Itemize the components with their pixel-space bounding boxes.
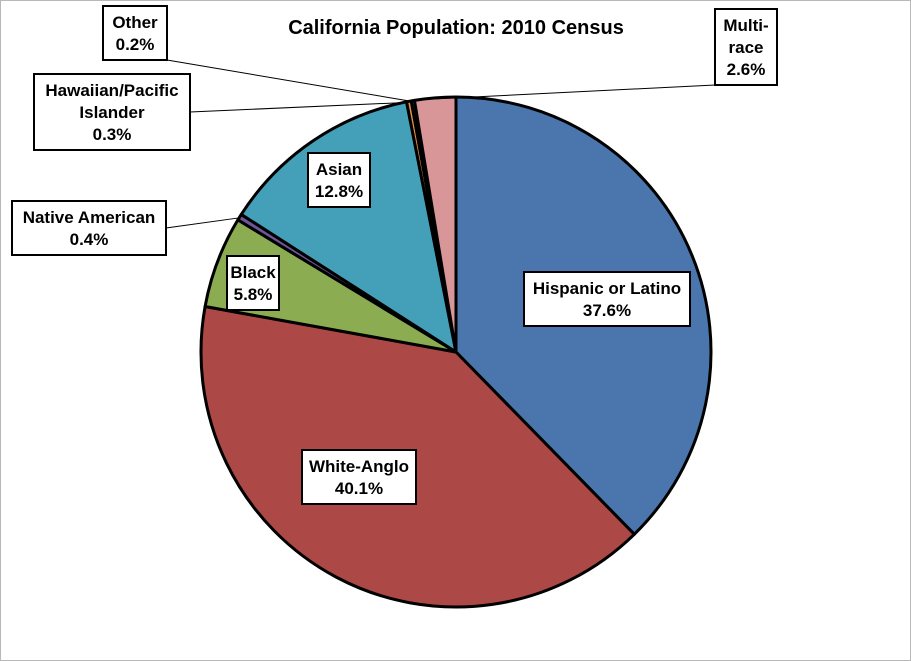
data-label-asian: Asian 12.8%	[307, 152, 371, 208]
data-label-native-american: Native American 0.4%	[11, 200, 167, 256]
data-label-box	[301, 449, 417, 505]
data-label-black: Black 5.8%	[226, 255, 280, 311]
category-label: Black	[230, 263, 276, 282]
category-label: Hawaiian/Pacific	[45, 81, 178, 100]
value-label: 0.4%	[70, 230, 109, 249]
data-label-hawaiian-pacific-islander: Hawaiian/Pacific Islander 0.3%	[33, 73, 191, 151]
data-label-box	[226, 255, 280, 311]
data-label-other: Other 0.2%	[102, 5, 168, 61]
leader-line-multi-race	[435, 84, 716, 100]
data-label-hispanic-or-latino: Hispanic or Latino 37.6%	[523, 271, 691, 327]
leader-line-other	[166, 59, 414, 103]
chart-title: California Population: 2010 Census	[288, 17, 624, 39]
category-label: White-Anglo	[309, 457, 409, 476]
data-label-box	[714, 8, 778, 86]
value-label: 37.6%	[583, 301, 631, 320]
data-label-box	[33, 73, 191, 151]
value-label: 40.1%	[335, 479, 383, 498]
leader-line-native-american	[165, 217, 241, 229]
category-label: Hispanic or Latino	[533, 279, 681, 298]
data-label-multi-race: Multi-race 2.6%	[714, 8, 778, 86]
category-label: Other	[112, 13, 158, 32]
category-label: Asian	[316, 160, 362, 179]
pie-slice-asian	[239, 100, 458, 354]
pie-slice-white-anglo	[199, 304, 636, 609]
category-label: Native American	[23, 208, 156, 227]
value-label: 0.3%	[93, 125, 132, 144]
data-label-box	[102, 5, 168, 61]
value-label: 12.8%	[315, 182, 363, 201]
value-label: 0.2%	[116, 35, 155, 54]
pie-slice-multi-race	[412, 95, 458, 354]
data-label-box	[11, 200, 167, 256]
category-label: race	[729, 38, 764, 57]
data-label-white-anglo: White-Anglo 40.1%	[301, 449, 417, 505]
data-label-box	[523, 271, 691, 327]
leader-line-hawaiian-pacific-islander	[189, 101, 410, 113]
category-label: Multi-	[723, 16, 768, 35]
value-label: 5.8%	[234, 285, 273, 304]
value-label: 2.6%	[727, 60, 766, 79]
category-label: Islander	[79, 103, 145, 122]
data-label-box	[307, 152, 371, 208]
